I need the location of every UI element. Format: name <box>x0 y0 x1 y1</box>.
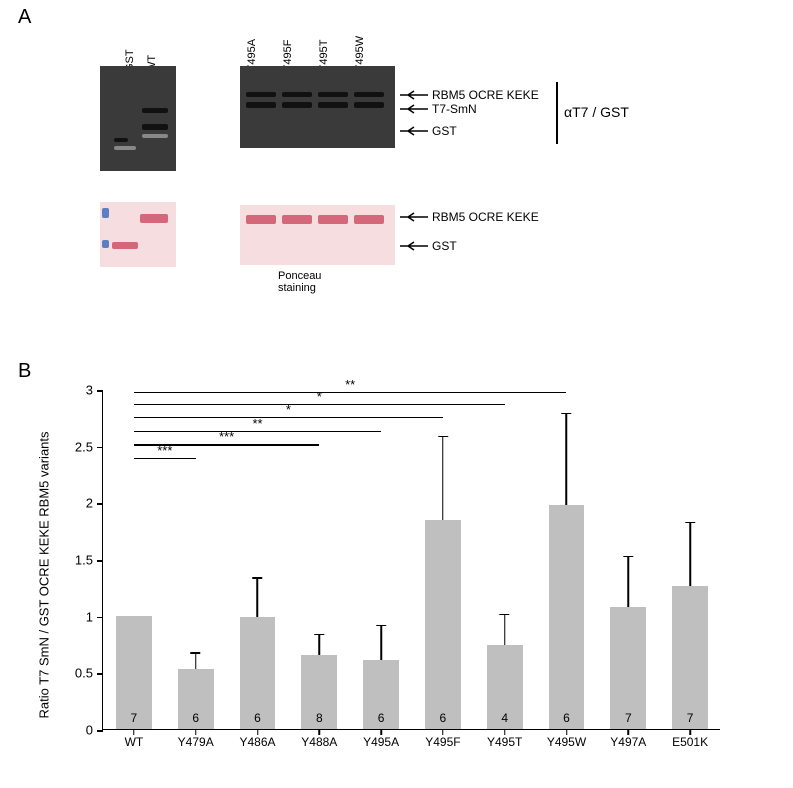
xlabel: Y495F <box>425 735 460 749</box>
significance-line <box>134 392 567 393</box>
arrow-text: GST <box>432 124 457 138</box>
plot-area: 00.511.522.537WT6Y479A6Y486A8Y488A6Y495A… <box>102 390 720 730</box>
xlabel: Y479A <box>178 735 214 749</box>
left-pink-blot <box>100 202 176 267</box>
n-label: 6 <box>363 711 399 725</box>
ytick-label: 2.5 <box>75 439 93 454</box>
error-bar <box>628 557 630 607</box>
n-label: 6 <box>178 711 214 725</box>
right-pink-blot <box>240 205 395 265</box>
error-bar <box>319 635 321 655</box>
error-bar <box>195 653 197 669</box>
significance-stars: ** <box>252 417 262 430</box>
error-bar <box>380 626 382 660</box>
arrow-gst: GST <box>400 124 457 138</box>
significance-line <box>134 458 196 459</box>
n-label: 7 <box>610 711 646 725</box>
arrow-gst-pink: GST <box>400 239 457 253</box>
n-label: 7 <box>672 711 708 725</box>
bar: 6 <box>240 617 276 729</box>
xlabel: Y495W <box>547 735 586 749</box>
xlabel: Y486A <box>239 735 275 749</box>
ytick-label: 3 <box>86 383 93 398</box>
significance-stars: * <box>286 403 291 416</box>
n-label: 7 <box>116 711 152 725</box>
significance-line <box>134 431 381 432</box>
bar: 8 <box>301 655 337 729</box>
arrow-text: T7-SmN <box>432 102 477 116</box>
panel-b: Ratio T7 SmN / GST OCRE KEKE RBM5 varian… <box>50 380 730 770</box>
arrow-icon <box>400 126 428 136</box>
bar: 7 <box>610 607 646 729</box>
error-bar <box>566 414 568 505</box>
arrow-icon <box>400 104 428 114</box>
arrow-rbm5: RBM5 OCRE KEKE <box>400 88 539 102</box>
significance-line <box>134 404 505 405</box>
significance-stars: ** <box>345 378 355 391</box>
n-label: 6 <box>425 711 461 725</box>
ytick-label: 2 <box>86 496 93 511</box>
significance-stars: * <box>317 390 322 403</box>
bar: 4 <box>487 645 523 729</box>
ytick <box>97 617 103 619</box>
ytick <box>97 730 103 732</box>
arrow-text: GST <box>432 239 457 253</box>
bar: 6 <box>425 520 461 729</box>
xlabel: Y495A <box>363 735 399 749</box>
ytick-label: 0 <box>86 723 93 738</box>
ytick <box>97 390 103 392</box>
ytick <box>97 447 103 449</box>
ponceau-label: Ponceau staining <box>278 270 321 294</box>
bar: 6 <box>363 660 399 729</box>
error-bar <box>257 578 259 617</box>
error-bar <box>504 615 506 646</box>
arrow-t7: T7-SmN <box>400 102 477 116</box>
xlabel: WT <box>125 735 144 749</box>
ytick <box>97 673 103 675</box>
arrow-text: RBM5 OCRE KEKE <box>432 88 539 102</box>
n-label: 4 <box>487 711 523 725</box>
panel-a: GST WT Y495A Y495F Y495T Y495W <box>80 20 720 320</box>
n-label: 8 <box>301 711 337 725</box>
bar: 7 <box>116 616 152 729</box>
ytick <box>97 503 103 505</box>
n-label: 6 <box>549 711 585 725</box>
side-label: αT7 / GST <box>564 104 629 120</box>
ytick-label: 1.5 <box>75 553 93 568</box>
ytick-label: 1 <box>86 609 93 624</box>
arrow-icon <box>400 241 428 251</box>
ytick-label: 0.5 <box>75 666 93 681</box>
panel-a-label: A <box>18 6 31 29</box>
error-bar <box>442 437 444 521</box>
left-dark-blot <box>100 66 176 171</box>
arrow-icon <box>400 90 428 100</box>
arrow-text: RBM5 OCRE KEKE <box>432 210 539 224</box>
ytick <box>97 560 103 562</box>
arrow-icon <box>400 212 428 222</box>
side-bar <box>556 82 558 144</box>
significance-stars: *** <box>219 430 234 443</box>
bar: 7 <box>672 586 708 729</box>
right-dark-blot <box>240 66 395 148</box>
n-label: 6 <box>240 711 276 725</box>
arrow-rbm5-pink: RBM5 OCRE KEKE <box>400 210 539 224</box>
xlabel: Y495T <box>487 735 522 749</box>
significance-line <box>134 417 443 418</box>
bar: 6 <box>549 505 585 729</box>
xlabel: Y497A <box>610 735 646 749</box>
error-bar <box>689 523 691 586</box>
xlabel: E501K <box>672 735 708 749</box>
bar-chart: Ratio T7 SmN / GST OCRE KEKE RBM5 varian… <box>50 380 730 770</box>
bar: 6 <box>178 669 214 729</box>
significance-stars: *** <box>157 444 172 457</box>
xlabel: Y488A <box>301 735 337 749</box>
panel-b-label: B <box>18 360 31 383</box>
y-axis-label: Ratio T7 SmN / GST OCRE KEKE RBM5 varian… <box>37 431 52 718</box>
